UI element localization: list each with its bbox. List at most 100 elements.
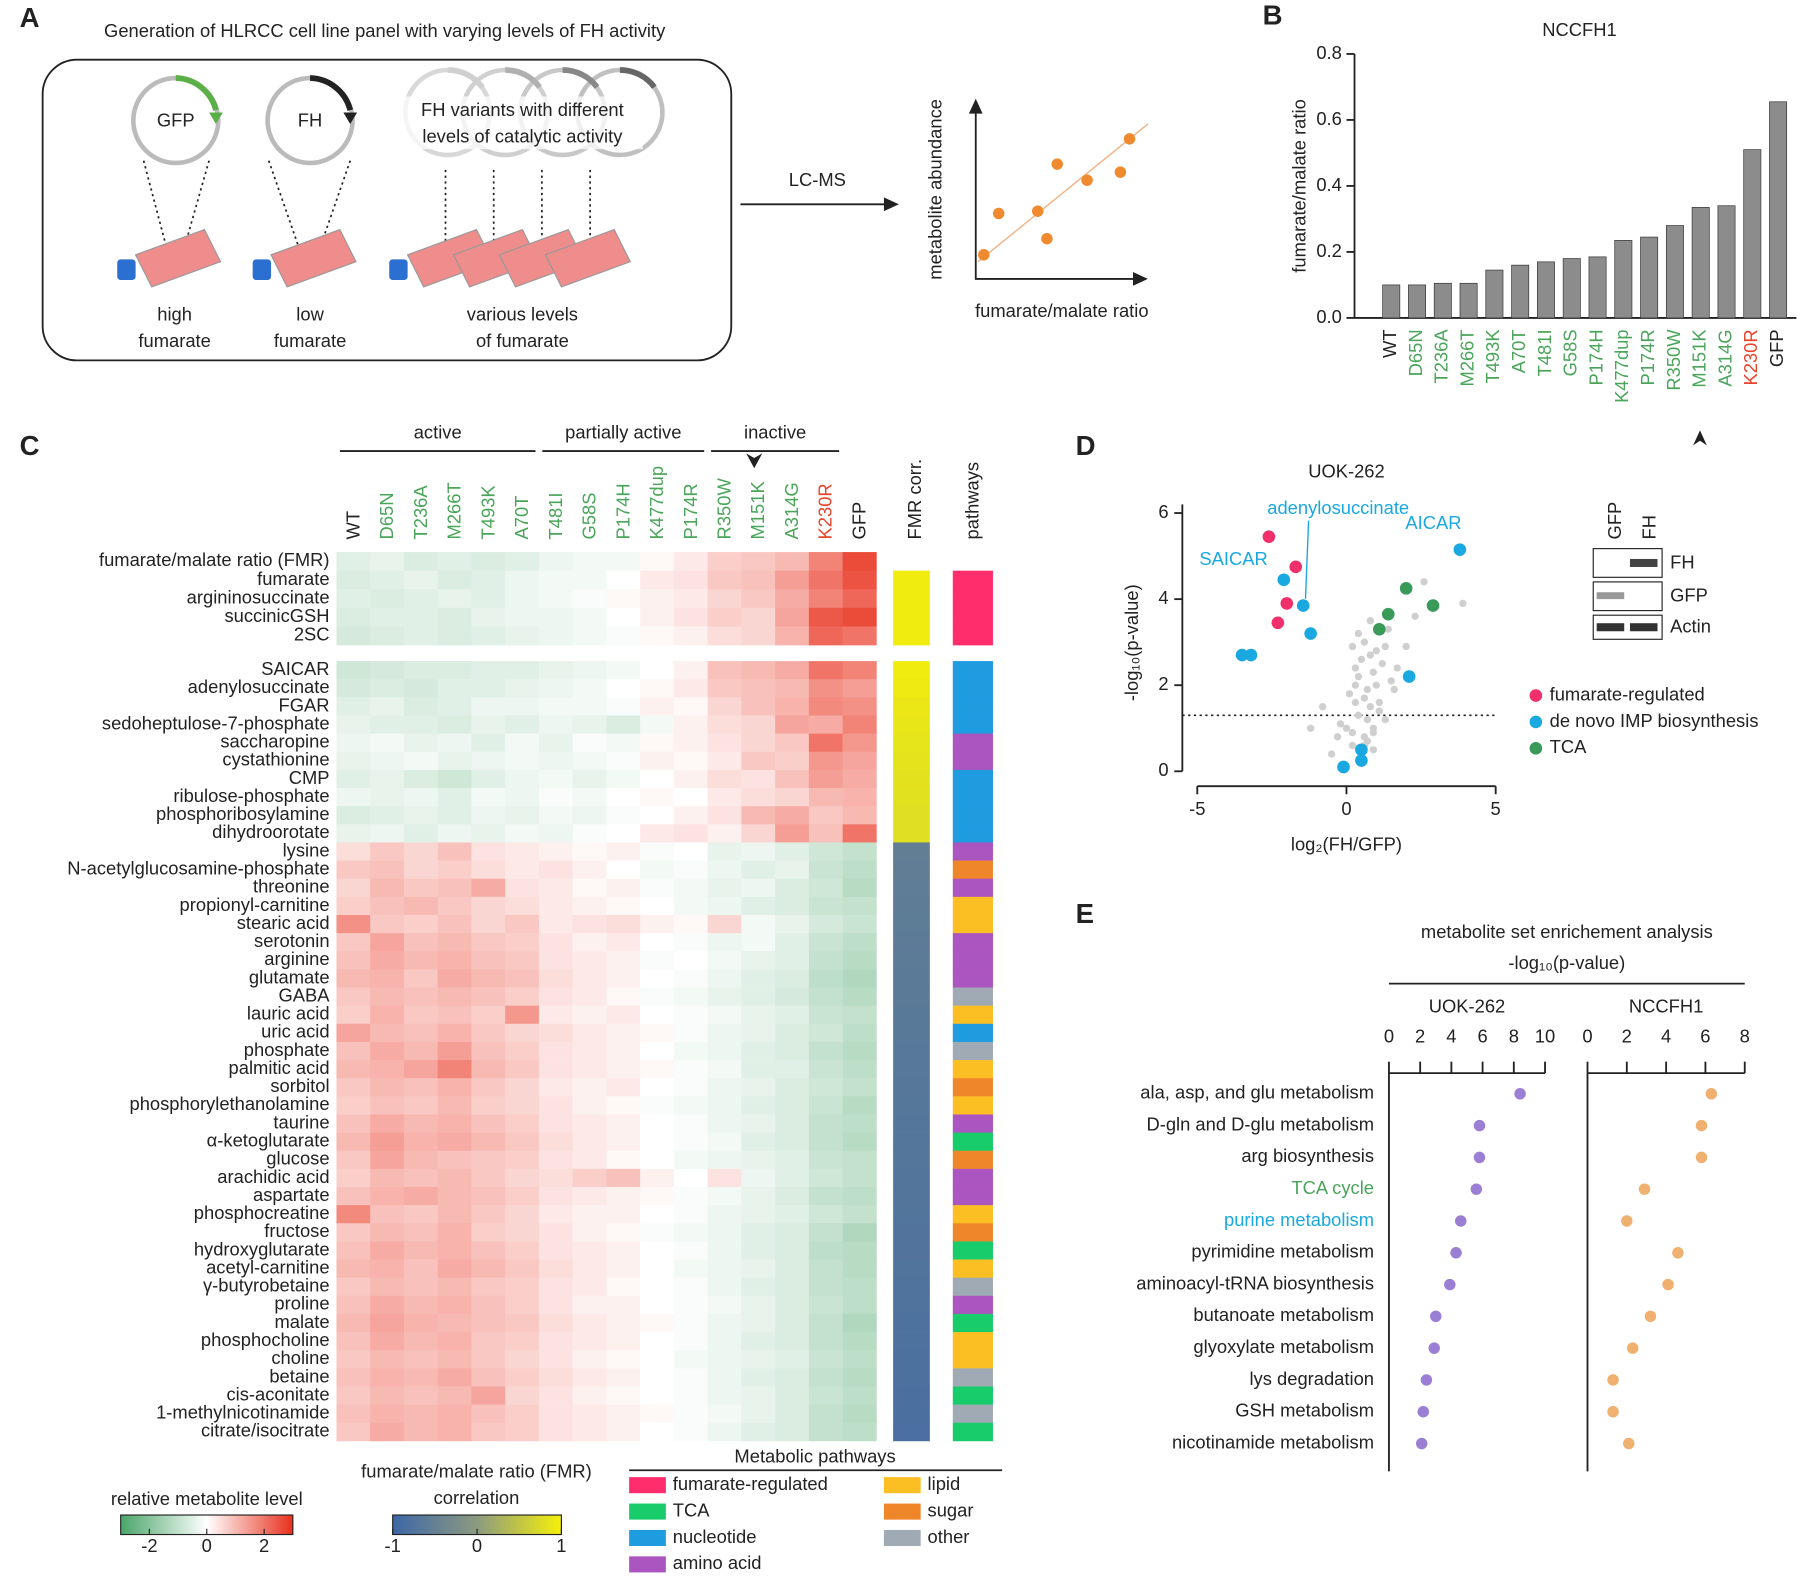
heatmap-cell — [640, 842, 675, 861]
heatmap-cell — [775, 1259, 810, 1279]
heatmap-cell — [403, 842, 439, 861]
heatmap-cell — [403, 1259, 439, 1279]
heatmap-cell — [538, 914, 574, 934]
heatmap-cell — [471, 933, 506, 952]
heatmap-cell — [403, 626, 439, 646]
point — [1387, 677, 1395, 685]
heatmap-cell — [808, 1096, 843, 1115]
x-tick-label: 0 — [1341, 798, 1351, 819]
row-label: cis-aconitate — [226, 1383, 329, 1404]
heatmap-cell — [572, 788, 607, 807]
heatmap-cell — [572, 1132, 607, 1152]
heatmap-cell — [808, 969, 843, 988]
x-tick-label: A314G — [1714, 329, 1735, 386]
flask-label: fumarate — [138, 330, 210, 351]
heatmap-cell — [741, 1295, 776, 1315]
point — [1351, 664, 1360, 672]
point — [1351, 681, 1360, 689]
heatmap-cell — [336, 1404, 371, 1424]
pathway-cell — [952, 1350, 993, 1369]
point — [1372, 681, 1380, 689]
heatmap-cell — [640, 824, 675, 843]
heatmap-cell — [640, 1205, 675, 1224]
heatmap-cell — [370, 679, 405, 698]
heatmap-cell — [673, 1078, 708, 1097]
bar — [1433, 282, 1452, 319]
point — [1369, 668, 1378, 676]
legend-marker — [1529, 742, 1543, 755]
heatmap-cell — [606, 1060, 641, 1079]
heatmap-cell — [505, 570, 540, 590]
y-tick-label: 0.2 — [1316, 240, 1342, 261]
point-label: AICAR — [1405, 512, 1461, 533]
heatmap-cell — [741, 951, 776, 970]
text-backdrop — [401, 96, 643, 150]
heatmap-cell — [538, 589, 574, 609]
pathway-cell — [952, 626, 993, 646]
corr-cell — [893, 842, 930, 861]
heatmap-cell — [336, 751, 371, 771]
heatmap-cell — [437, 607, 472, 627]
heatmap-cell — [572, 697, 607, 716]
row-label: malate — [274, 1311, 329, 1332]
heatmap-cell — [808, 860, 843, 880]
heatmap-cell — [673, 626, 708, 646]
heatmap-cell — [403, 1223, 439, 1242]
panel-label: B — [1263, 0, 1283, 30]
heatmap-cell — [403, 1277, 439, 1297]
heatmap-cell — [336, 1313, 371, 1333]
heatmap-cell — [707, 1332, 742, 1351]
heatmap-cell — [808, 1005, 843, 1025]
corr-cell — [893, 860, 930, 880]
heatmap-cell — [640, 733, 675, 753]
heatmap-cell — [775, 914, 810, 934]
heatmap-cell — [572, 1332, 607, 1351]
heatmap-cell — [741, 697, 776, 716]
heatmap-cell — [808, 769, 843, 789]
variant-text: FH variants with different — [421, 99, 624, 120]
western-blot: GFP FH FH GFP Actin — [1592, 502, 1711, 640]
heatmap-cell — [808, 1295, 843, 1315]
heatmap-cell — [808, 896, 843, 916]
heatmap-cell — [775, 626, 810, 646]
heatmap-cell — [673, 987, 708, 1006]
heatmap-cell — [775, 1168, 810, 1188]
heatmap-cell — [370, 570, 405, 590]
heatmap-cell — [403, 589, 439, 609]
corr-cell — [893, 769, 930, 789]
flask-label: fumarate — [274, 330, 346, 351]
heatmap-cell — [741, 733, 776, 753]
heatmap-cell — [336, 1041, 371, 1061]
heatmap-cell — [505, 1386, 540, 1405]
heatmap-cell — [471, 1295, 506, 1315]
heatmap-cell — [606, 679, 641, 698]
heatmap-cell — [606, 715, 641, 734]
heatmap-cell — [572, 1295, 607, 1315]
heatmap-cell — [572, 589, 607, 609]
heatmap-cell — [707, 552, 742, 572]
heatmap-cell — [707, 1132, 742, 1152]
row-label: serotonin — [254, 930, 330, 951]
panel-label: E — [1076, 898, 1094, 929]
plasmid-insert — [309, 75, 354, 111]
heatmap-cell — [403, 769, 439, 789]
heatmap-cell — [707, 679, 742, 698]
heatmap-cell — [538, 661, 574, 680]
point — [1393, 664, 1401, 672]
heatmap-cell — [572, 626, 607, 646]
heatmap-cell — [538, 1041, 574, 1061]
heatmap-cell — [505, 824, 540, 843]
heatmap-cell — [403, 878, 439, 898]
heatmap-cell — [336, 824, 371, 843]
heatmap-cell — [471, 1332, 506, 1351]
row-label: palmitic acid — [229, 1057, 330, 1078]
heatmap-cell — [741, 1205, 776, 1224]
heatmap-cell — [842, 1241, 877, 1260]
pathway-cell — [952, 933, 993, 952]
legend-label: amino acid — [673, 1552, 762, 1573]
corr-cell — [893, 1259, 930, 1279]
x-tick-label: P174H — [1585, 329, 1606, 385]
heatmap-cell — [437, 1386, 472, 1405]
bar — [1537, 261, 1555, 319]
heatmap-cell — [741, 1096, 776, 1115]
